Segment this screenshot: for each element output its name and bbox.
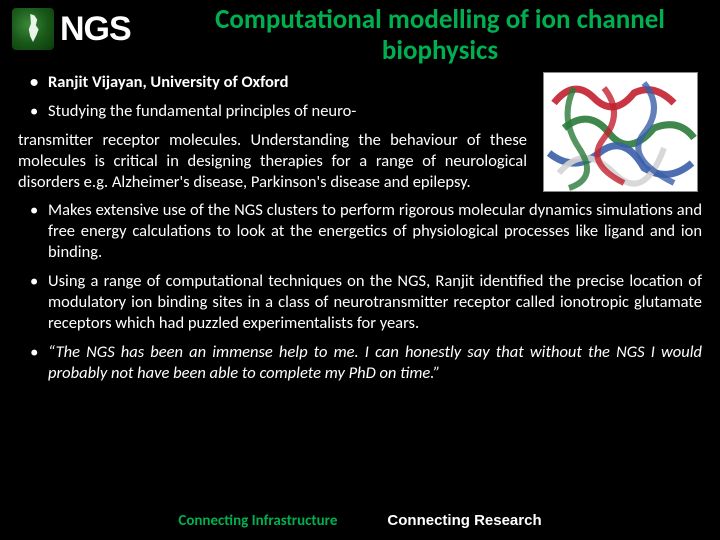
- bullet-1-continuation: transmitter receptor molecules. Understa…: [18, 130, 527, 193]
- slide-footer: Connecting Infrastructure Connecting Res…: [0, 512, 720, 530]
- bullet-4-quote: “The NGS has been an immense help to me.…: [18, 342, 702, 384]
- bullet-3: Using a range of computational technique…: [18, 271, 702, 334]
- footer-right-text: Connecting Research: [387, 512, 541, 530]
- author-bullet: Ranjit Vijayan, University of Oxford: [18, 72, 527, 93]
- bullet-2: Makes extensive use of the NGS clusters …: [18, 200, 702, 263]
- logo-text: NGS: [60, 10, 131, 49]
- ngs-logo: NGS: [12, 8, 131, 50]
- slide-body: Ranjit Vijayan, University of Oxford Stu…: [18, 72, 702, 392]
- bullet-1-lead: Studying the fundamental principles of n…: [18, 101, 527, 122]
- slide-title: Computational modelling of ion channel b…: [180, 4, 700, 66]
- uk-map-icon: [12, 8, 54, 50]
- footer-left-text: Connecting Infrastructure: [178, 512, 337, 530]
